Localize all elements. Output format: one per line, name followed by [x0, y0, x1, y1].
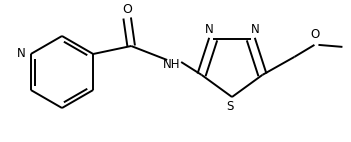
Text: N: N [205, 23, 213, 36]
Text: NH: NH [163, 58, 180, 70]
Text: S: S [226, 101, 234, 113]
Text: N: N [16, 46, 25, 59]
Text: N: N [250, 23, 259, 36]
Text: O: O [311, 28, 320, 41]
Text: O: O [122, 3, 132, 15]
